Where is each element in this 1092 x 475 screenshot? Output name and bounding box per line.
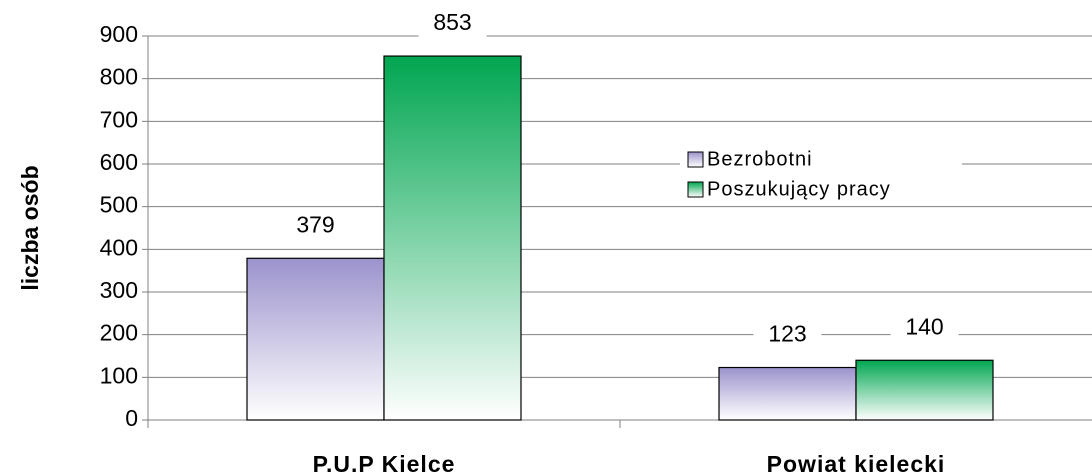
y-tick-label: 700 xyxy=(100,106,138,132)
y-tick-label: 100 xyxy=(100,362,138,388)
x-tick-label: Powiat kielecki xyxy=(767,451,946,475)
y-axis-label: liczba osób xyxy=(17,165,43,290)
y-tick-label: 500 xyxy=(100,192,138,218)
y-tick-label: 800 xyxy=(100,64,138,90)
bar xyxy=(383,55,522,421)
data-label: 123 xyxy=(768,321,806,347)
legend xyxy=(680,140,962,196)
y-tick-label: 0 xyxy=(125,405,138,431)
legend-label: Bezrobotni xyxy=(707,148,813,170)
y-tick-label: 200 xyxy=(100,320,138,346)
legend-swatch xyxy=(687,181,704,198)
bar xyxy=(855,359,994,421)
data-label: 379 xyxy=(296,211,334,237)
y-tick-label: 900 xyxy=(100,21,138,47)
legend-swatch xyxy=(687,151,704,168)
y-tick-label: 300 xyxy=(100,277,138,303)
data-label: 853 xyxy=(433,9,471,35)
y-tick-label: 400 xyxy=(100,234,138,260)
y-tick-label: 600 xyxy=(100,149,138,175)
data-label: 140 xyxy=(905,313,943,339)
bar xyxy=(718,366,857,421)
bar xyxy=(246,257,385,421)
legend-label: Poszukujący pracy xyxy=(707,178,891,200)
x-tick-label: P.U.P Kielce xyxy=(313,451,456,475)
